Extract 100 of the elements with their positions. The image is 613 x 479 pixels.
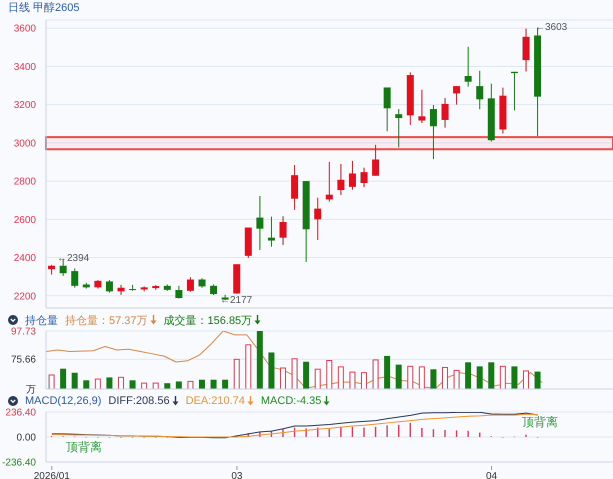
candlestick bbox=[256, 196, 264, 250]
bar bbox=[164, 383, 170, 389]
y-tick-label: 2400 bbox=[14, 253, 36, 264]
bar bbox=[280, 368, 286, 389]
y-tick-label: 0.00 bbox=[16, 432, 36, 444]
bar bbox=[418, 366, 425, 389]
bar bbox=[94, 378, 101, 389]
candlestick bbox=[442, 97, 449, 128]
bar bbox=[372, 359, 379, 389]
bar bbox=[430, 369, 436, 389]
y-tick-label: 万 bbox=[26, 384, 36, 396]
bar bbox=[48, 374, 55, 389]
bar bbox=[187, 380, 194, 389]
candlestick bbox=[360, 167, 368, 188]
y-tick-label: 2200 bbox=[14, 291, 36, 302]
y-tick-label: 3000 bbox=[14, 138, 36, 150]
candlestick bbox=[198, 278, 206, 288]
chart-title: 日线 甲醇2605 bbox=[8, 0, 80, 14]
bar bbox=[349, 372, 356, 389]
line-series bbox=[46, 331, 543, 389]
bar bbox=[176, 381, 182, 389]
bar bbox=[141, 382, 148, 389]
bar bbox=[60, 368, 66, 389]
chart-title: MACD(12,26,9) bbox=[25, 395, 102, 407]
bar bbox=[396, 364, 402, 389]
bar bbox=[222, 380, 228, 389]
candlestick bbox=[464, 46, 472, 88]
candlestick bbox=[175, 285, 182, 299]
candlestick bbox=[210, 284, 218, 296]
bar bbox=[256, 331, 263, 389]
candlestick bbox=[106, 280, 113, 294]
x-tick-label: 03 bbox=[231, 471, 243, 479]
y-tick-label: 2600 bbox=[14, 214, 36, 226]
y-tick-label: 236.40 bbox=[5, 408, 36, 418]
annotation: 顶背离 bbox=[522, 414, 558, 431]
bar bbox=[210, 380, 217, 389]
candlestick bbox=[522, 28, 530, 72]
bar bbox=[198, 380, 205, 389]
legend-label: DIFF:208.56 bbox=[108, 395, 171, 407]
candlestick bbox=[372, 144, 380, 176]
x-tick-label: 04 bbox=[486, 471, 498, 479]
bar bbox=[360, 372, 367, 389]
y-tick-label: 75.66 bbox=[10, 354, 36, 366]
bar bbox=[83, 380, 90, 389]
bar bbox=[488, 362, 494, 389]
y-tick-label: 2800 bbox=[14, 176, 36, 188]
candlestick bbox=[186, 276, 194, 292]
candlestick bbox=[418, 89, 426, 124]
candlestick bbox=[314, 197, 322, 240]
candlestick bbox=[384, 86, 391, 132]
bar bbox=[454, 370, 460, 389]
y-tick-label: 97.73 bbox=[10, 326, 36, 338]
annotation: 顶背离 bbox=[66, 439, 102, 456]
bar bbox=[384, 356, 390, 389]
candlestick bbox=[280, 216, 287, 246]
bar bbox=[234, 358, 240, 389]
bar bbox=[118, 376, 124, 389]
annotation: ←2177 bbox=[220, 295, 252, 306]
bar bbox=[407, 366, 414, 389]
bar bbox=[152, 382, 159, 389]
candlestick bbox=[348, 160, 356, 190]
candlestick bbox=[476, 70, 484, 110]
y-tick-label: -236.40 bbox=[2, 458, 36, 468]
y-tick-label: 3400 bbox=[14, 62, 36, 73]
bar bbox=[130, 380, 136, 389]
bar bbox=[338, 366, 344, 389]
candlestick bbox=[326, 161, 333, 202]
bar bbox=[268, 352, 274, 389]
candlestick bbox=[337, 163, 344, 196]
bar bbox=[72, 372, 78, 389]
bar bbox=[465, 362, 472, 389]
bar bbox=[314, 368, 321, 389]
legend-label: 持仓量：57.37万 bbox=[65, 314, 149, 328]
y-tick-label: 3200 bbox=[14, 100, 36, 112]
y-tick-label: 3600 bbox=[14, 24, 36, 35]
candlestick bbox=[71, 268, 78, 288]
legend-label: MACD:-4.35 bbox=[260, 395, 322, 407]
candlestick bbox=[268, 216, 275, 248]
candlestick bbox=[118, 284, 125, 296]
bar bbox=[511, 366, 518, 389]
bar bbox=[500, 366, 506, 389]
x-tick-label: 2026/01 bbox=[34, 471, 70, 479]
candlestick bbox=[430, 104, 437, 160]
legend-label: 成交量：156.85万 bbox=[164, 314, 254, 328]
bar bbox=[534, 372, 541, 389]
bar bbox=[442, 366, 448, 389]
candlestick bbox=[453, 86, 460, 106]
bar bbox=[106, 377, 112, 389]
candlestick bbox=[291, 164, 298, 210]
annotation: ←2394 bbox=[57, 253, 90, 264]
annotation: ←3603 bbox=[535, 22, 568, 33]
bar bbox=[522, 370, 529, 389]
bar bbox=[245, 344, 252, 389]
bar bbox=[326, 360, 332, 389]
bar bbox=[476, 366, 483, 389]
candlestick bbox=[395, 108, 402, 148]
bar bbox=[303, 362, 310, 389]
legend-label: DEA:210.74 bbox=[186, 395, 246, 407]
bar bbox=[292, 358, 298, 389]
chart-title: 持仓量 bbox=[25, 314, 58, 328]
